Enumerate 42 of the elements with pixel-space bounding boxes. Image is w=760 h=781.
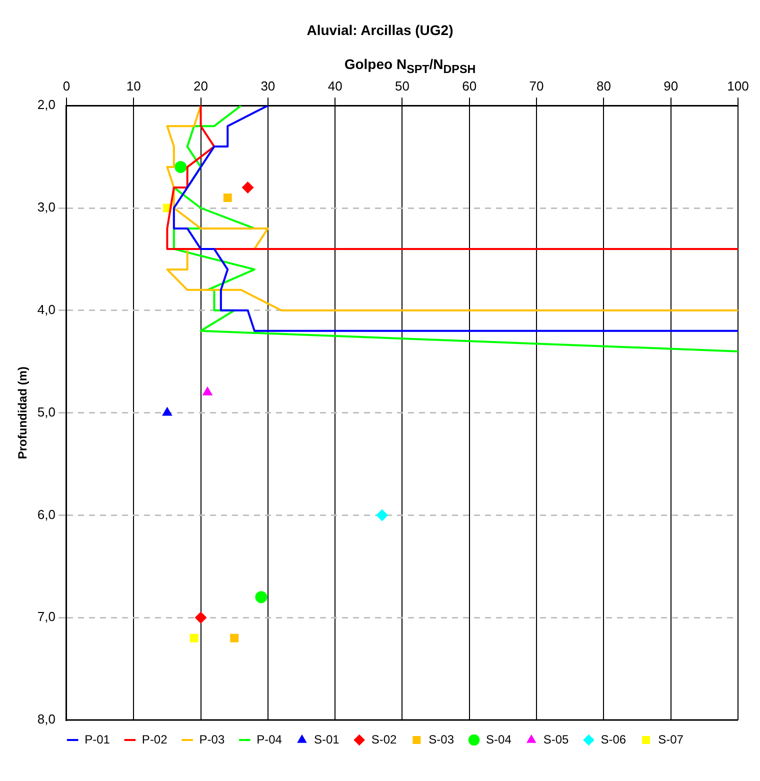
x-tick-label: 50 [395,78,410,94]
legend-label: S-06 [600,732,626,746]
point [242,181,254,194]
legend-label: S-07 [658,732,684,746]
x-tick-label: 60 [462,78,477,94]
point [223,193,232,202]
legend-label: P-02 [142,732,168,746]
legend-label: S-04 [486,732,512,746]
y-tick-label: 2,0 [37,96,56,112]
x-tick-label: 80 [596,78,611,94]
chart-title: Aluvial: Arcillas (UG2) [306,21,454,38]
point [202,386,213,396]
x-tick-label: 30 [260,78,276,94]
legend-label: S-01 [314,732,340,746]
x-tick-label: 90 [664,78,678,94]
x-tick-label: 0 [62,78,70,94]
point [230,634,239,642]
y-axis-title: Profundidad (m) [16,366,30,459]
point [162,406,172,416]
y-tick-label: 4,0 [37,302,56,317]
point [190,634,198,642]
legend-label: P-01 [84,732,110,746]
x-axis-title: Golpeo N$_{SPT}$/N$_{DPSH}$ [343,55,477,76]
point [174,160,187,173]
point [376,508,388,521]
y-tick-label: 3,0 [37,199,56,214]
point [255,590,268,603]
x-tick-label: 100 [727,78,749,94]
x-tick-label: 40 [328,78,342,94]
legend-label: S-02 [371,732,397,746]
x-tick-label: 70 [529,78,544,94]
y-tick-label: 5,0 [37,404,56,420]
y-tick-label: 7,0 [37,608,56,624]
legend-label: S-03 [428,732,454,746]
y-tick-label: 6,0 [37,506,56,522]
legend-label: S-05 [543,732,570,746]
x-tick-label: 10 [126,78,141,94]
legend-label: P-04 [256,732,282,746]
x-tick-label: 20 [194,78,208,94]
legend-label: P-03 [199,732,225,746]
point [194,611,207,624]
y-tick-label: 8,0 [37,711,56,726]
